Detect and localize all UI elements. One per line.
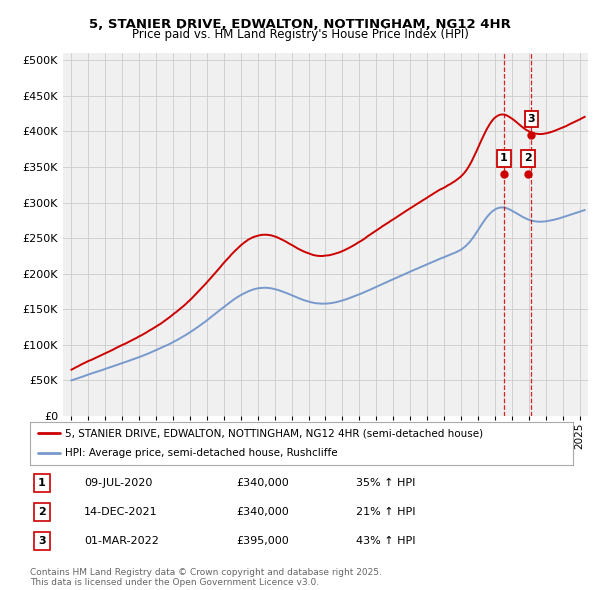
Text: 43% ↑ HPI: 43% ↑ HPI: [356, 536, 415, 546]
Text: 1: 1: [500, 153, 508, 163]
Text: 01-MAR-2022: 01-MAR-2022: [85, 536, 159, 546]
Text: 2: 2: [38, 507, 46, 517]
Text: 3: 3: [527, 114, 535, 124]
Text: £395,000: £395,000: [236, 536, 289, 546]
Text: HPI: Average price, semi-detached house, Rushcliffe: HPI: Average price, semi-detached house,…: [65, 448, 338, 458]
Text: 3: 3: [38, 536, 46, 546]
Text: 09-JUL-2020: 09-JUL-2020: [85, 478, 152, 489]
Text: 1: 1: [38, 478, 46, 489]
Text: £340,000: £340,000: [236, 507, 289, 517]
Text: 2: 2: [524, 153, 532, 163]
Text: Contains HM Land Registry data © Crown copyright and database right 2025.
This d: Contains HM Land Registry data © Crown c…: [30, 568, 382, 587]
Text: 21% ↑ HPI: 21% ↑ HPI: [356, 507, 415, 517]
Text: 14-DEC-2021: 14-DEC-2021: [85, 507, 158, 517]
Text: 5, STANIER DRIVE, EDWALTON, NOTTINGHAM, NG12 4HR: 5, STANIER DRIVE, EDWALTON, NOTTINGHAM, …: [89, 18, 511, 31]
Text: 35% ↑ HPI: 35% ↑ HPI: [356, 478, 415, 489]
Text: 5, STANIER DRIVE, EDWALTON, NOTTINGHAM, NG12 4HR (semi-detached house): 5, STANIER DRIVE, EDWALTON, NOTTINGHAM, …: [65, 428, 484, 438]
Text: £340,000: £340,000: [236, 478, 289, 489]
Text: Price paid vs. HM Land Registry's House Price Index (HPI): Price paid vs. HM Land Registry's House …: [131, 28, 469, 41]
